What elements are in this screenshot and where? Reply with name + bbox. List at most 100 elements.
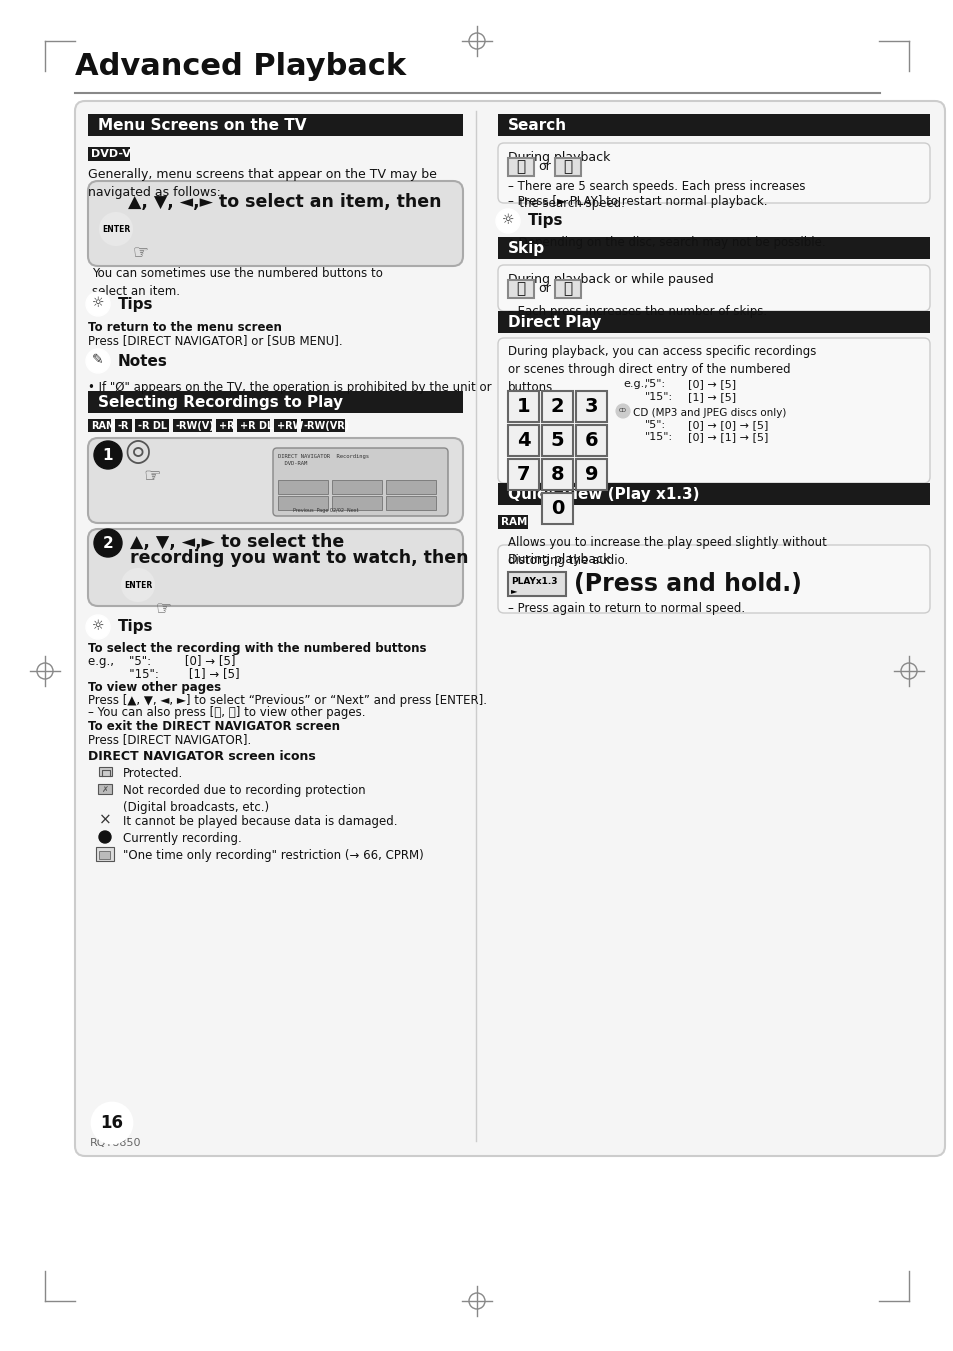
Text: During playback: During playback [507,151,610,163]
Circle shape [100,213,132,245]
Bar [99,767,112,775]
Bar [99,851,110,859]
Text: Currently recording.: Currently recording. [123,832,241,844]
Text: • Depending on the disc, search may not be possible.: • Depending on the disc, search may not … [507,236,824,249]
Text: Allows you to increase the play speed slightly without
distorting the audio.: Allows you to increase the play speed sl… [507,536,826,567]
FancyBboxPatch shape [88,530,462,607]
Text: e.g.,    "5":         [0] → [5]: e.g., "5": [0] → [5] [88,655,235,667]
Text: 1: 1 [103,447,113,462]
Circle shape [496,209,519,232]
Text: 8: 8 [550,465,564,484]
Text: 2: 2 [550,397,564,416]
Text: [0] → [0] → [5]: [0] → [0] → [5] [687,420,767,430]
Text: 0: 0 [550,499,563,517]
Bar [576,426,606,457]
Text: (Press and hold.): (Press and hold.) [574,571,801,596]
Text: Press [DIRECT NAVIGATOR] or [SUB MENU].: Press [DIRECT NAVIGATOR] or [SUB MENU]. [88,334,342,347]
Text: -RW(V): -RW(V) [175,422,214,431]
Text: +R: +R [219,422,234,431]
Text: DIRECT NAVIGATOR  Recordings: DIRECT NAVIGATOR Recordings [277,454,369,459]
Text: You can sometimes use the numbered buttons to
select an item.: You can sometimes use the numbered butto… [91,267,382,299]
Text: CD: CD [618,408,626,413]
Text: To exit the DIRECT NAVIGATOR screen: To exit the DIRECT NAVIGATOR screen [88,720,339,734]
Text: 6: 6 [584,431,598,450]
Text: Tips: Tips [118,620,153,635]
Text: -R: -R [117,422,129,431]
Text: During playback or while paused: During playback or while paused [507,273,713,286]
Text: "15":        [1] → [5]: "15": [1] → [5] [88,667,239,680]
Text: Tips: Tips [527,213,563,228]
Text: ☞: ☞ [143,467,160,486]
Text: 5: 5 [550,431,564,450]
Circle shape [94,440,122,469]
Text: Generally, menu screens that appear on the TV may be
navigated as follows:: Generally, menu screens that appear on t… [88,168,436,199]
Text: – There are 5 search speeds. Each press increases
   the search speed.: – There are 5 search speeds. Each press … [507,180,804,209]
FancyBboxPatch shape [273,449,448,516]
Circle shape [91,1102,132,1143]
Bar [236,419,271,432]
Text: Menu Screens on the TV: Menu Screens on the TV [98,118,306,132]
Circle shape [86,349,110,373]
Text: ✎: ✎ [92,353,104,367]
Text: RQT8850: RQT8850 [90,1138,141,1148]
Text: CD (MP3 and JPEG discs only): CD (MP3 and JPEG discs only) [633,408,785,417]
Bar [541,459,573,490]
Bar [555,280,580,299]
Text: Selecting Recordings to Play: Selecting Recordings to Play [98,394,343,409]
Bar [497,113,929,136]
FancyBboxPatch shape [497,338,929,484]
Text: 1: 1 [517,397,530,416]
Text: ►: ► [511,586,517,594]
Text: ✗: ✗ [101,785,109,793]
Bar [277,480,328,494]
Text: ×: × [98,812,112,828]
Text: RAM: RAM [91,422,115,431]
Circle shape [94,530,122,557]
Text: Direct Play: Direct Play [507,315,600,330]
Text: 9: 9 [584,465,598,484]
Bar [576,459,606,490]
Text: Advanced Playback: Advanced Playback [75,51,406,81]
Text: or: or [537,282,550,296]
Text: 16: 16 [100,1115,123,1132]
Text: [0] → [5]: [0] → [5] [687,380,736,389]
Text: ENTER: ENTER [102,224,130,234]
Bar [507,390,538,422]
Text: ▲, ▼, ◄,► to select the: ▲, ▼, ◄,► to select the [130,534,344,551]
Text: – Press [► PLAY] to restart normal playback.: – Press [► PLAY] to restart normal playb… [507,195,767,208]
Text: To select the recording with the numbered buttons: To select the recording with the numbere… [88,642,426,655]
Text: e.g.,: e.g., [622,380,647,389]
Bar [172,419,212,432]
Text: ◎: ◎ [124,436,151,466]
Text: • If "Ø" appears on the TV, the operation is prohibited by the unit or
   disc.: • If "Ø" appears on the TV, the operatio… [88,381,491,412]
Text: +RW: +RW [277,422,304,431]
Text: ⏮: ⏮ [516,281,525,296]
Circle shape [99,831,111,843]
Bar [332,480,381,494]
Circle shape [122,569,153,601]
Text: 2: 2 [103,535,113,550]
FancyBboxPatch shape [88,181,462,266]
Text: PLAYx1.3: PLAYx1.3 [511,577,557,586]
Text: Protected.: Protected. [123,767,183,780]
Text: ☼: ☼ [91,619,104,634]
FancyBboxPatch shape [497,544,929,613]
Text: – Each press increases the number of skips.: – Each press increases the number of ski… [507,305,766,317]
Text: ☼: ☼ [501,213,514,227]
Text: Previous  Page 02/02  Next: Previous Page 02/02 Next [293,508,358,513]
Text: recording you want to watch, then: recording you want to watch, then [130,549,468,567]
Text: To return to the menu screen: To return to the menu screen [88,322,281,334]
Text: "15":: "15": [644,392,673,403]
Bar [507,280,534,299]
Text: ☞: ☞ [154,598,171,617]
Text: – You can also press [⏪, ⏩] to view other pages.: – You can also press [⏪, ⏩] to view othe… [88,707,365,719]
Text: Not recorded due to recording protection
(Digital broadcasts, etc.): Not recorded due to recording protection… [123,784,365,815]
Bar [96,847,113,861]
Bar [88,113,462,136]
Text: -RW(VR): -RW(VR) [304,422,350,431]
Circle shape [86,615,110,639]
Text: DIRECT NAVIGATOR screen icons: DIRECT NAVIGATOR screen icons [88,750,315,763]
Text: Search: Search [507,118,566,132]
Bar [507,158,534,176]
FancyBboxPatch shape [75,101,944,1156]
